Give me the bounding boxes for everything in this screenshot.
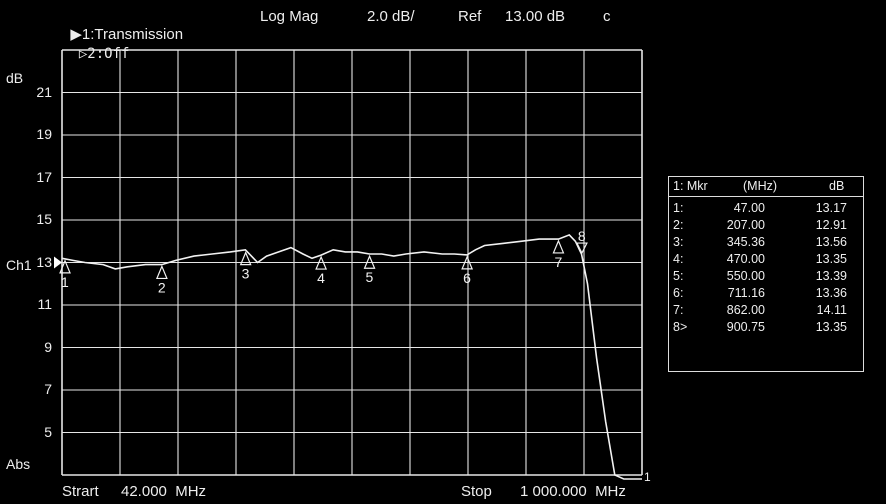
channel-label: Ch1 [6, 257, 32, 273]
marker-frequency: 207.00 [726, 218, 765, 232]
marker-frequency: 470.00 [726, 252, 765, 266]
stop-label: Stop [461, 483, 492, 500]
marker-table-row: 3: 345.36 13.56 [669, 235, 863, 251]
marker-frequency: 711.16 [727, 286, 765, 300]
marker-id: 1: [673, 201, 684, 215]
marker-id: 3: [673, 235, 684, 249]
marker-frequency: 345.36 [726, 235, 765, 249]
marker-db-value: 13.36 [815, 286, 847, 300]
cal-flag: c [603, 8, 611, 25]
format-label: Log Mag [260, 8, 319, 25]
start-label: Strart [62, 483, 99, 500]
trace-end-label: 1 [644, 470, 651, 484]
marker-table-row: 7: 862.00 14.11 [669, 303, 863, 319]
marker-table-row: 5: 550.00 13.39 [669, 269, 863, 285]
marker-3-triangle [239, 251, 252, 266]
marker-table-row: 2: 207.00 12.91 [669, 218, 863, 234]
marker-id: 2: [673, 218, 684, 232]
reference-level-arrow [54, 256, 62, 269]
marker-id: 8> [673, 320, 688, 334]
marker-table-row: 1: 47.00 13.17 [669, 201, 863, 217]
transmission-trace [61, 233, 642, 480]
marker-id: 7: [673, 303, 684, 317]
marker-8-label: 8 [578, 228, 586, 244]
marker-8-triangle [575, 242, 588, 255]
ref-value: 13.00 dB [505, 8, 566, 25]
trace1-label: 1:Transmission [81, 26, 184, 43]
inactive-trace-arrow-icon: ▷ [78, 46, 88, 62]
marker-db-value: 13.17 [815, 201, 847, 215]
marker-table: 1: Mkr (MHz) dB 1: 47.00 13.17 2: 207.00 12.9… [668, 176, 864, 372]
plot-grid [61, 49, 643, 476]
ref-label: Ref [458, 8, 482, 25]
abs-label: Abs [6, 456, 31, 472]
marker-table-row: 6: 711.16 13.36 [669, 286, 863, 302]
marker-db-value: 12.91 [815, 218, 847, 232]
marker-4-triangle [315, 255, 328, 270]
marker-2-label: 2 [158, 279, 166, 295]
stop-frequency: 1 000.000 MHz [520, 483, 626, 500]
y-tick-label: 11 [37, 296, 52, 312]
y-tick-label: 9 [44, 338, 52, 355]
marker-table-row: 4: 470.00 13.35 [669, 252, 863, 268]
marker-db-value: 13.35 [815, 252, 847, 266]
y-tick-label: 21 [36, 83, 52, 100]
marker-7-label: 7 [554, 254, 562, 270]
reference-level-marker [54, 256, 62, 269]
marker-7-triangle [552, 239, 565, 254]
marker-db-value: 14.11 [816, 303, 847, 317]
marker-1-label: 1 [61, 274, 69, 290]
y-tick-label: 7 [44, 381, 52, 397]
marker-5-triangle [363, 254, 376, 269]
y-tick-label: 17 [36, 168, 52, 185]
marker-db-value: 13.35 [815, 320, 847, 334]
marker-2-triangle [155, 264, 168, 280]
y-tick-label: 19 [36, 126, 52, 142]
marker-id: 4: [673, 252, 684, 266]
active-trace-arrow-icon: ▶ [70, 26, 82, 43]
marker-group: 1 2 3 4 5 6 78 1 [59, 228, 651, 484]
marker-frequency: 550.00 [726, 269, 765, 283]
y-tick-label: 13 [36, 253, 52, 270]
trace1-header: ▶1:Transmission [62, 8, 183, 43]
marker-4-label: 4 [317, 270, 325, 286]
marker-6-triangle [461, 255, 474, 270]
marker-6-label: 6 [463, 270, 471, 286]
marker-table-row: 8> 900.75 13.35 [669, 320, 863, 336]
y-tick-label: 15 [36, 211, 52, 227]
start-frequency: 42.000 MHz [121, 483, 207, 500]
marker-frequency: 47.00 [733, 201, 765, 215]
y-unit-label: dB [6, 70, 24, 86]
marker-1-triangle [59, 259, 71, 274]
marker-table-header-id: 1: Mkr [673, 179, 708, 193]
marker-table-header-db: dB [829, 179, 845, 193]
marker-5-label: 5 [366, 269, 374, 285]
y-tick-label: 5 [44, 423, 52, 440]
marker-table-divider [669, 196, 863, 197]
marker-frequency: 900.75 [726, 320, 765, 334]
marker-id: 5: [673, 269, 684, 283]
marker-table-header-freq: (MHz) [743, 179, 778, 193]
marker-frequency: 862.00 [726, 303, 765, 317]
marker-id: 6: [673, 286, 684, 300]
scale-label: 2.0 dB/ [367, 8, 415, 25]
marker-db-value: 13.56 [815, 235, 847, 249]
marker-3-label: 3 [242, 266, 250, 282]
marker-db-value: 13.39 [815, 269, 847, 283]
